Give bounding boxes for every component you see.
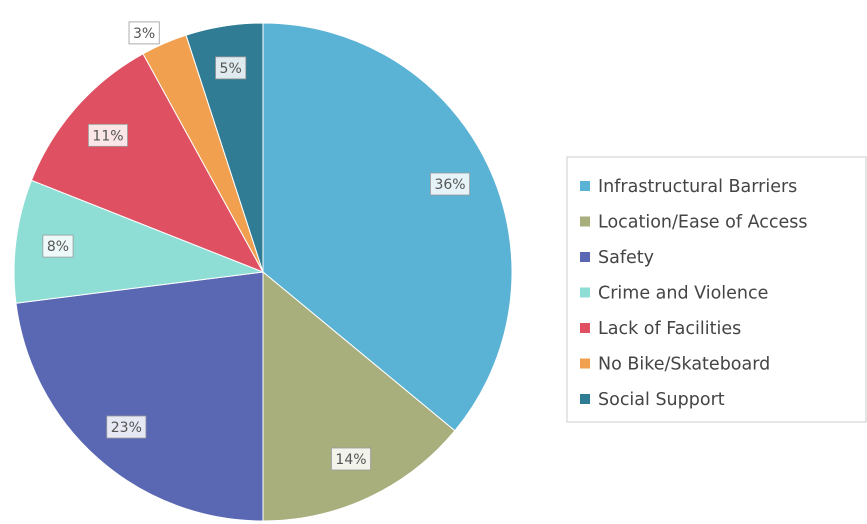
data-label: 3% [128,21,160,45]
pie-slice [185,22,264,273]
legend-marker [580,252,590,262]
data-label-text: 3% [133,26,155,42]
data-label-text: 23% [111,420,142,436]
data-label-box [430,172,470,196]
data-label-text: 36% [434,177,465,193]
legend-label: Safety [598,248,654,268]
data-label-text: 8% [47,239,69,255]
legend-label: No Bike/Skateboard [598,355,770,375]
data-label-box [215,56,247,80]
legend-marker [580,323,590,333]
legend-label: Location/Ease of Access [598,213,807,233]
pie-slice [13,179,264,304]
pie-slice [30,53,265,273]
data-label-text: 14% [335,452,366,468]
data-label-box [88,123,128,147]
legend-marker [580,394,590,404]
legend-marker [580,287,590,298]
data-label: 8% [42,234,74,258]
legend-label: Social Support [598,390,725,410]
legend-marker [580,181,590,191]
data-label: 14% [331,447,371,471]
data-label-text: 11% [92,128,123,144]
legend-label: Infrastructural Barriers [598,177,797,197]
pie-slice [262,22,513,432]
legend-marker [580,216,590,227]
data-label-box [42,234,74,258]
data-label-box [128,21,160,45]
data-label-box [331,447,371,471]
data-label: 5% [215,56,247,80]
data-label: 23% [106,415,147,439]
data-label-text: 5% [220,61,242,77]
legend-label: Crime and Violence [598,284,768,304]
pie-slice [262,270,456,522]
data-label-box [106,415,147,439]
data-label: 11% [88,123,128,147]
legend-marker [580,358,590,369]
legend-box [566,156,867,423]
pie-slice [15,271,264,522]
data-label: 36% [430,172,470,196]
legend-label: Lack of Facilities [598,319,741,339]
